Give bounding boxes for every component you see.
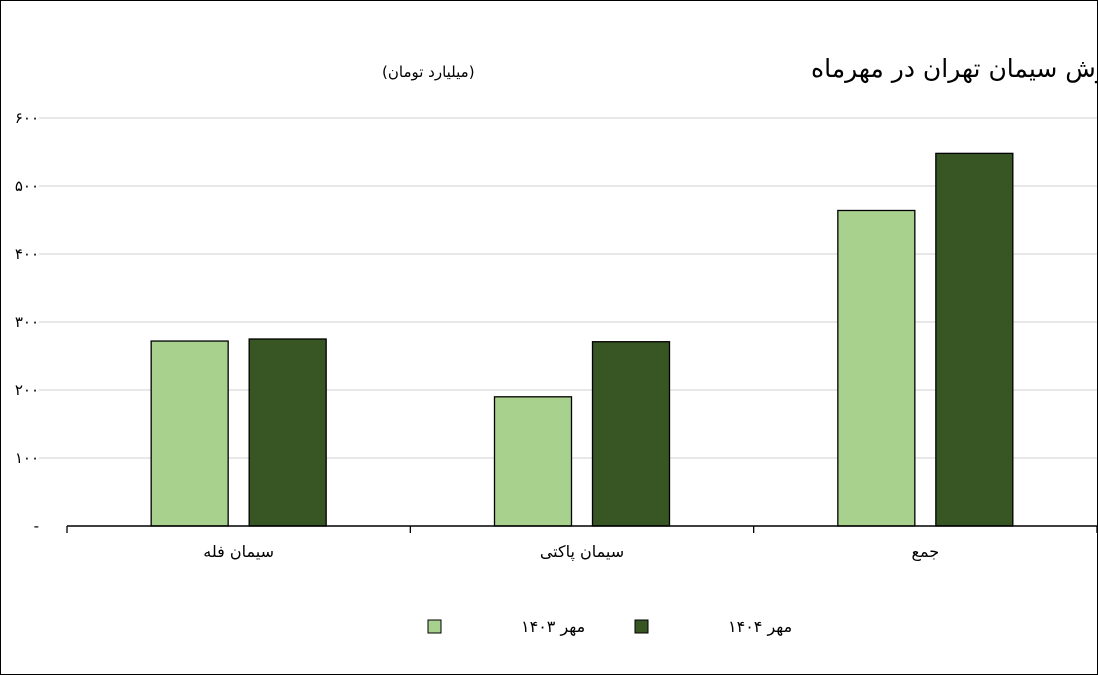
x-axis-category-labels: سیمان فله سیمان پاکتی جمع (203, 542, 939, 562)
bar (150, 340, 229, 527)
x-axis (66, 525, 1097, 533)
bar (493, 396, 573, 527)
y-axis-tick-labels: - ۱۰۰ ۲۰۰ ۳۰۰ ۴۰۰ ۵۰۰ ۶۰۰ (15, 109, 39, 535)
chart-title-group: درآمد فروش سیمان تهران در مهرماه (میلیار… (382, 53, 1097, 84)
bar (935, 152, 1014, 527)
legend-label: مهر ۱۴۰۳ (521, 617, 585, 637)
bar (248, 338, 327, 527)
y-tick-label: ۳۰۰ (15, 313, 39, 331)
x-category-label: سیمان فله (203, 542, 274, 561)
bar (591, 341, 671, 527)
y-tick-label: ۱۰۰ (15, 449, 39, 467)
y-tick-label: ۶۰۰ (15, 109, 39, 127)
y-tick-label: ۴۰۰ (15, 245, 39, 263)
y-tick-label: - (34, 517, 39, 535)
x-category-label: جمع (912, 542, 940, 562)
chart-title: درآمد فروش سیمان تهران در مهرماه (811, 53, 1097, 84)
legend-swatch (427, 619, 442, 634)
bar (837, 209, 916, 527)
x-category-label: سیمان پاکتی (540, 542, 624, 562)
legend: مهر ۱۴۰۳ مهر ۱۴۰۴ (427, 617, 792, 637)
chart-subtitle: (میلیارد تومان) (382, 63, 475, 81)
legend-label: مهر ۱۴۰۴ (728, 617, 792, 637)
y-tick-label: ۵۰۰ (15, 177, 39, 195)
y-tick-label: ۲۰۰ (15, 381, 39, 399)
bars (150, 152, 1014, 527)
legend-swatch (634, 619, 649, 634)
